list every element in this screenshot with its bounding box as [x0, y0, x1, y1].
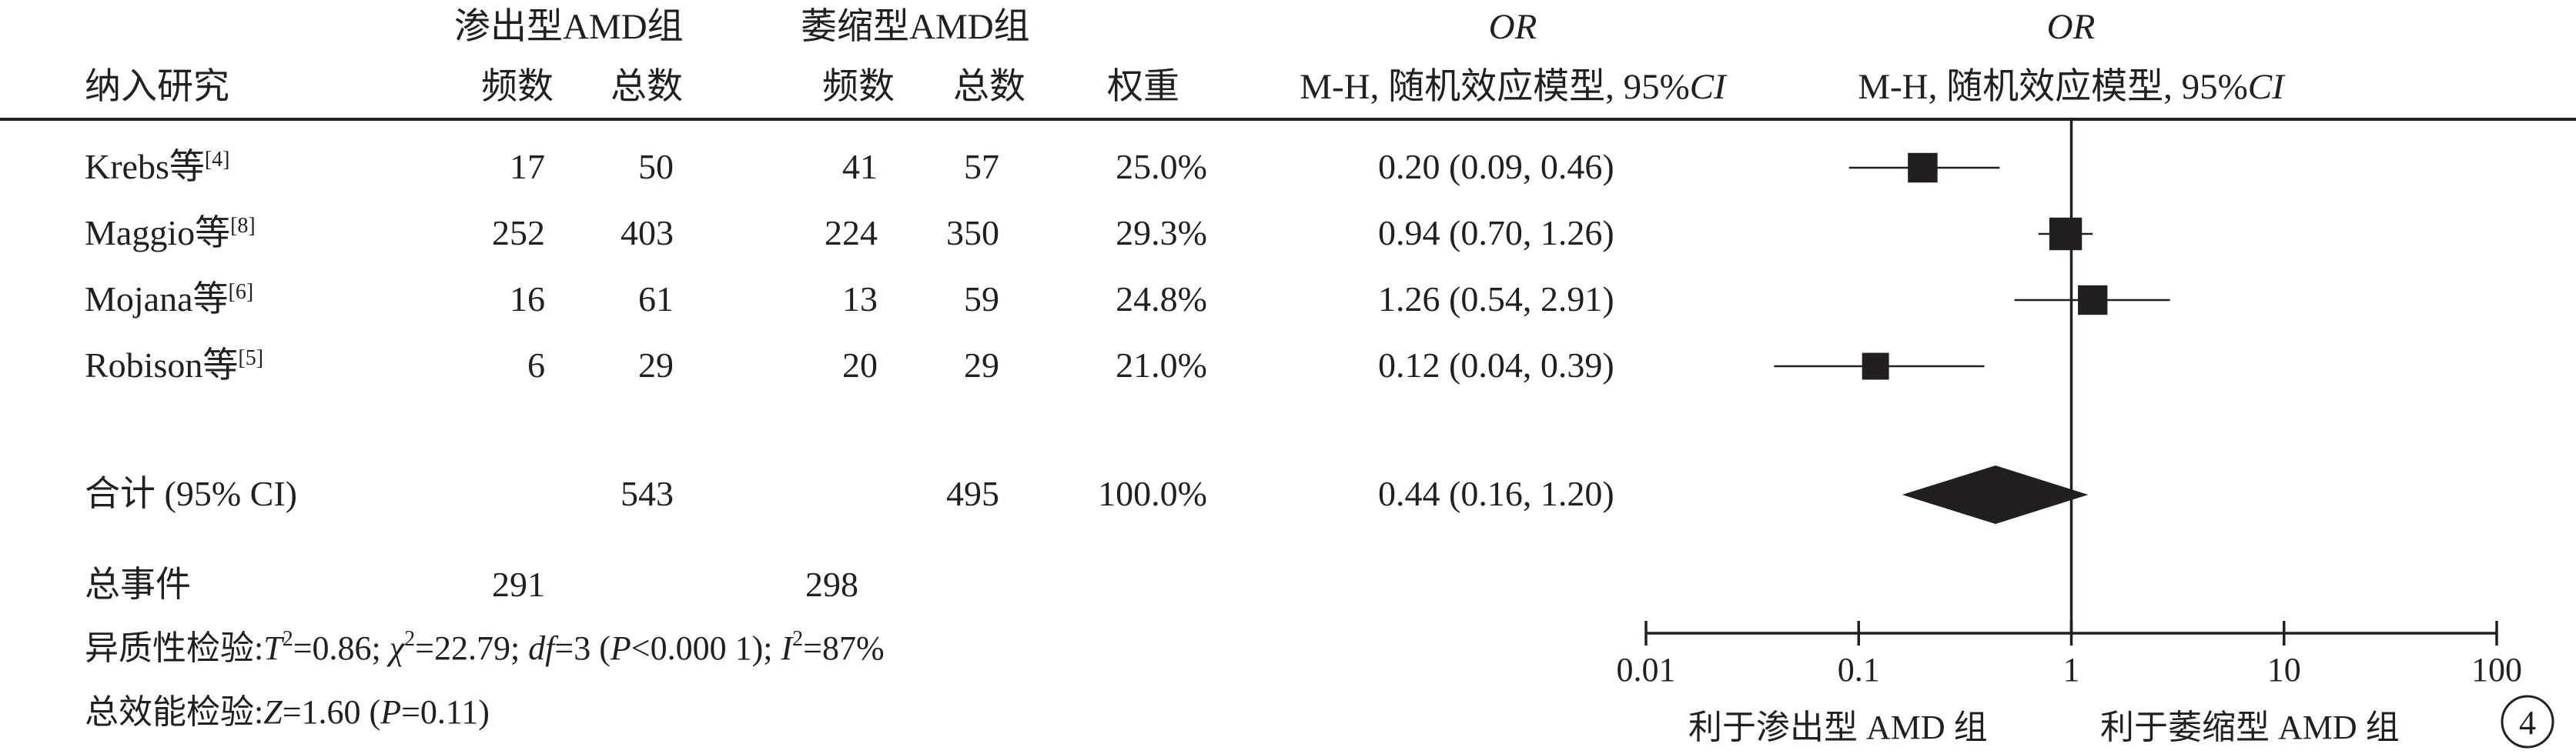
study-freq2: 13 [842, 279, 878, 319]
study-name: Mojana等[6] [85, 279, 253, 319]
study-rows: Krebs等[4] 17 50 41 57 25.0% 0.20 (0.09, 0.46) M… [85, 147, 1614, 385]
df-symbol: df [528, 629, 559, 667]
i2-value: =87% [803, 629, 884, 667]
events-group2: 298 [805, 565, 858, 604]
group1-header: 渗出型AMD组 [454, 7, 684, 47]
study-name-text: Mojana等 [85, 279, 229, 319]
total-group1: 543 [621, 474, 674, 513]
total-group2: 495 [946, 474, 999, 513]
study-total1: 403 [621, 213, 674, 252]
favours-right: 利于萎缩型 AMD 组 [2100, 709, 2400, 746]
study-total2: 29 [964, 345, 999, 385]
t2-value: =0.86; [293, 629, 390, 667]
study-name: Krebs等[4] [85, 147, 230, 186]
effect-marker [1862, 352, 1889, 380]
study-weight: 25.0% [1116, 147, 1207, 186]
x-tick-label: 10 [2267, 651, 2301, 689]
favours-left: 利于渗出型 AMD 组 [1688, 709, 1988, 746]
t2-symbol: T [263, 629, 285, 667]
study-freq1: 17 [510, 147, 545, 186]
i2-superscript: 2 [792, 627, 803, 651]
study-freq2: 224 [825, 213, 878, 252]
total1-column-header: 总数 [611, 67, 683, 107]
plot-marks: 0.01 0.1 1 10 100 [1617, 119, 2522, 689]
or-label-left: OR [1489, 7, 1537, 47]
overall-p-value: =0.11) [401, 693, 490, 731]
or-method-right-text: M-H, 随机效应模型, 95% [1858, 67, 2248, 107]
study-or-text: 0.20 (0.09, 0.46) [1378, 147, 1614, 186]
study-weight: 24.8% [1116, 279, 1207, 319]
z-symbol: Z [263, 693, 283, 731]
x-tick-label: 1 [2063, 651, 2080, 689]
overall-prefix: 总效能检验: [85, 693, 263, 731]
study-reference: [5] [238, 346, 263, 370]
study-or-text: 0.12 (0.04, 0.39) [1378, 345, 1614, 385]
or-label-right: OR [2047, 7, 2096, 47]
study-weight: 29.3% [1116, 213, 1207, 252]
study-total1: 61 [638, 279, 674, 319]
study-weight: 21.0% [1116, 345, 1207, 385]
overall-p-symbol: P [380, 693, 401, 731]
effect-marker [2078, 285, 2108, 315]
df-value: =3 ( [554, 629, 610, 667]
total-weight: 100.0% [1098, 474, 1207, 513]
pooled-diamond [1902, 465, 2089, 524]
freq2-column-header: 频数 [822, 67, 895, 107]
total2-column-header: 总数 [953, 67, 1025, 107]
study-name-text: Maggio等 [85, 213, 230, 252]
or-method-left: M-H, 随机效应模型, 95%CI [1300, 67, 1728, 107]
freq1-column-header: 频数 [481, 67, 554, 107]
study-freq1: 16 [510, 279, 545, 319]
or-method-right-ci: CI [2248, 67, 2286, 107]
study-total2: 59 [964, 279, 999, 319]
study-reference: [4] [205, 148, 230, 172]
study-or-text: 1.26 (0.54, 2.91) [1378, 279, 1614, 319]
effect-marker [2049, 217, 2083, 251]
study-total1: 50 [638, 147, 674, 186]
panel-label: 4 [2519, 704, 2536, 742]
total-or-text: 0.44 (0.16, 1.20) [1378, 474, 1614, 513]
study-name-text: Robison等 [85, 345, 238, 385]
study-freq1: 252 [492, 213, 545, 252]
study-or-text: 0.94 (0.70, 1.26) [1378, 213, 1614, 252]
study-name: Robison等[5] [85, 345, 263, 385]
chi2-symbol: χ [386, 629, 406, 667]
study-freq2: 20 [842, 345, 878, 385]
x-tick-label: 0.01 [1617, 651, 1676, 689]
study-total2: 57 [964, 147, 999, 186]
events-group1: 291 [492, 565, 545, 604]
group2-header: 萎缩型AMD组 [801, 7, 1030, 47]
x-tick-label: 0.1 [1838, 651, 1880, 689]
heterogeneity-test: 异质性检验:T2=0.86; χ2=22.79; df=3 (P<0.000 1… [85, 627, 885, 667]
p-symbol: P [610, 629, 631, 667]
study-column-header: 纳入研究 [85, 67, 229, 107]
or-method-left-text: M-H, 随机效应模型, 95% [1300, 67, 1690, 107]
p-value: <0.000 1); [631, 629, 781, 667]
chi2-superscript: 2 [404, 627, 415, 651]
t2-superscript: 2 [283, 627, 293, 651]
study-reference: [8] [230, 214, 256, 238]
study-reference: [6] [229, 280, 254, 304]
weight-column-header: 权重 [1107, 67, 1179, 107]
study-name-text: Krebs等 [85, 147, 205, 186]
total-label: 合计 (95% CI) [85, 474, 297, 513]
events-label: 总事件 [85, 565, 191, 604]
x-tick-label: 100 [2471, 651, 2522, 689]
i2-symbol: I [780, 629, 794, 667]
study-total1: 29 [638, 345, 674, 385]
or-method-left-ci: CI [1690, 67, 1728, 107]
study-freq2: 41 [842, 147, 878, 186]
study-total2: 350 [946, 213, 999, 252]
or-method-right: M-H, 随机效应模型, 95%CI [1858, 67, 2286, 107]
heterogeneity-prefix: 异质性检验: [85, 629, 263, 667]
z-value: =1.60 ( [283, 693, 380, 731]
study-freq1: 6 [527, 345, 545, 385]
effect-marker [1908, 152, 1938, 183]
overall-effect-test: 总效能检验:Z=1.60 (P=0.11) [85, 693, 490, 731]
panel-label-circle [2501, 695, 2554, 749]
study-name: Maggio等[8] [85, 213, 256, 252]
chi2-value: =22.79; [415, 629, 528, 667]
